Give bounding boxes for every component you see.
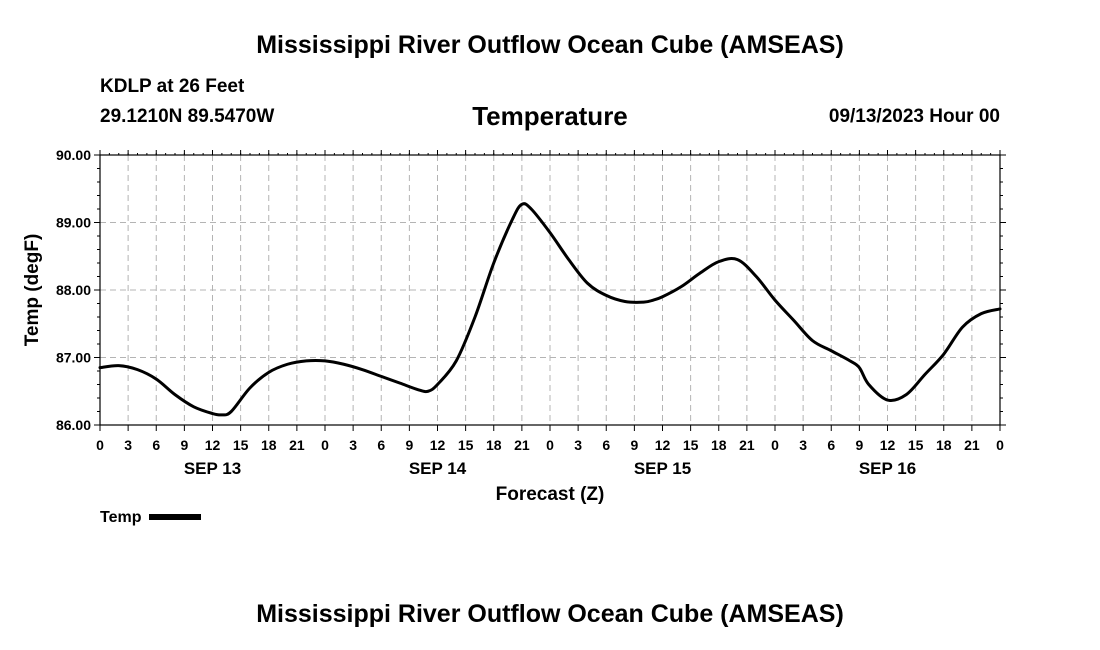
main-title: Mississippi River Outflow Ocean Cube (AM…	[256, 31, 844, 59]
x-tick-label: 9	[630, 437, 638, 453]
x-tick-label: 12	[655, 437, 671, 453]
day-labels: SEP 13 SEP 14 SEP 15 SEP 16	[184, 459, 916, 478]
x-tick-label: 0	[996, 437, 1004, 453]
x-tick-label: 18	[711, 437, 727, 453]
x-tick-label: 0	[321, 437, 329, 453]
x-tick-label: 15	[908, 437, 924, 453]
day-label: SEP 14	[409, 459, 467, 478]
x-tick-label: 9	[405, 437, 413, 453]
x-tick-label: 15	[458, 437, 474, 453]
x-tick-label: 6	[602, 437, 610, 453]
x-tick-label: 6	[152, 437, 160, 453]
series	[98, 202, 1002, 417]
x-tick-label: 3	[799, 437, 807, 453]
x-tick-label: 15	[683, 437, 699, 453]
legend-line-swatch	[149, 513, 202, 520]
x-tick-label: 21	[514, 437, 530, 453]
day-label: SEP 13	[184, 459, 241, 478]
y-axis-title: Temp (degF)	[22, 234, 43, 347]
x-tick-label: 15	[233, 437, 249, 453]
x-tick-label: 12	[205, 437, 221, 453]
legend-label: Temp	[100, 509, 142, 526]
y-tick-label: 87.00	[56, 350, 91, 366]
x-tick-label: 3	[574, 437, 582, 453]
footer-title: Mississippi River Outflow Ocean Cube (AM…	[256, 600, 844, 628]
day-label: SEP 15	[634, 459, 691, 478]
x-tick-label: 12	[430, 437, 446, 453]
day-label: SEP 16	[859, 459, 916, 478]
x-tick-label: 12	[880, 437, 896, 453]
x-tick-label: 18	[261, 437, 277, 453]
x-tick-label: 21	[739, 437, 755, 453]
coordinates-label: 29.1210N 89.5470W	[100, 106, 275, 127]
y-tick-label: 86.00	[56, 417, 91, 433]
x-tick-label: 0	[546, 437, 554, 453]
temp-series-line	[98, 202, 1002, 417]
station-label: KDLP at 26 Feet	[100, 76, 245, 97]
x-tick-label: 6	[827, 437, 835, 453]
y-tick-label: 88.00	[56, 282, 91, 298]
x-tick-label: 9	[180, 437, 188, 453]
x-axis: 0 3 6 9 12 15 18 21 0 3 6 9 12 15 18 21 0 3 6 9 12 15 18 21 0 3 6 9…	[96, 150, 1004, 453]
x-tick-label: 3	[349, 437, 357, 453]
x-tick-label: 21	[289, 437, 305, 453]
y-axis: 86.00 87.00 88.00 89.00 90.00	[56, 147, 1006, 433]
x-tick-label: 21	[964, 437, 980, 453]
x-tick-label: 0	[96, 437, 104, 453]
x-tick-label: 9	[855, 437, 863, 453]
x-tick-label: 3	[124, 437, 132, 453]
grid	[100, 155, 1000, 425]
x-tick-label: 18	[936, 437, 952, 453]
x-tick-label: 18	[486, 437, 502, 453]
x-tick-label: 6	[377, 437, 385, 453]
y-tick-label: 90.00	[56, 147, 91, 163]
chart-title: Temperature	[472, 101, 628, 131]
forecast-datetime: 09/13/2023 Hour 00	[828, 106, 1000, 127]
x-tick-label: 0	[771, 437, 779, 453]
x-axis-title: Forecast (Z)	[496, 484, 605, 505]
y-tick-label: 89.00	[56, 215, 91, 231]
legend: Temp	[100, 509, 202, 527]
